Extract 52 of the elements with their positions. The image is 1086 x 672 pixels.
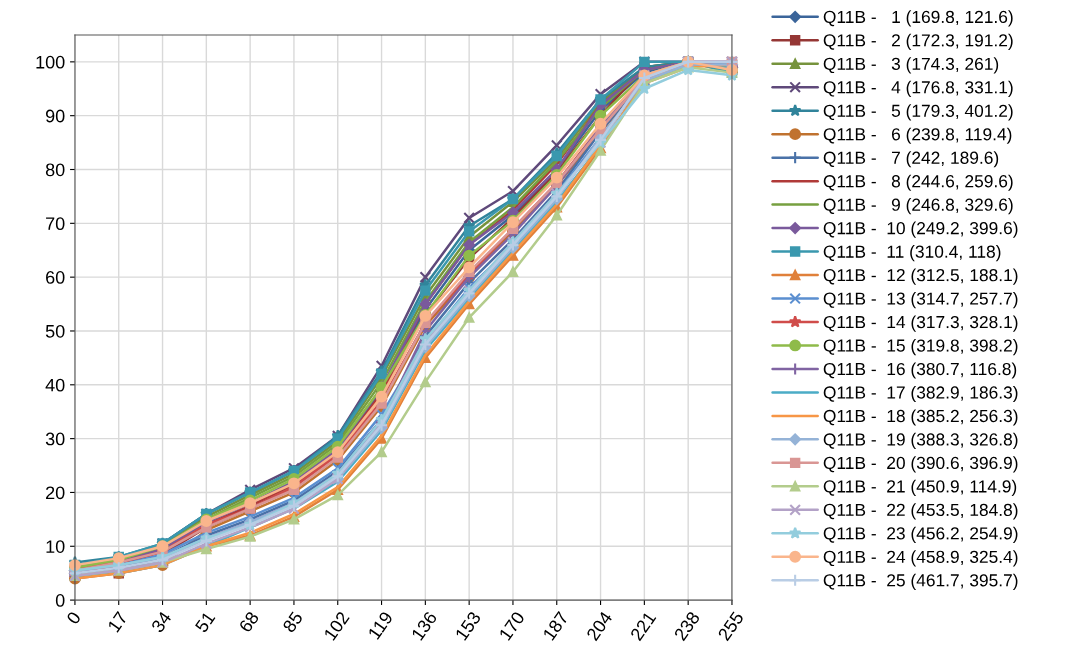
legend-label: Q11B - 18 (385.2, 256.3) xyxy=(823,409,1018,426)
legend-label: Q11B - 3 (174.3, 261) xyxy=(823,57,999,74)
legend-label: Q11B - 20 (390.6, 396.9) xyxy=(823,456,1018,473)
x-tick-label: 136 xyxy=(411,610,438,641)
legend-label: Q11B - 25 (461.7, 395.7) xyxy=(823,573,1018,590)
legend-label: Q11B - 7 (242, 189.6) xyxy=(823,151,999,168)
x-tick-label: 34 xyxy=(150,610,172,634)
x-tick-label: 85 xyxy=(282,610,304,634)
legend-label: Q11B - 11 (310.4, 118) xyxy=(823,245,1001,262)
x-tick-label: 68 xyxy=(238,610,260,634)
y-tick-label: 0 xyxy=(55,594,65,607)
x-tick-label: 170 xyxy=(498,610,526,641)
y-tick-label: 80 xyxy=(45,163,65,177)
legend-label: Q11B - 22 (453.5, 184.8) xyxy=(823,503,1018,520)
legend-label: Q11B - 9 (246.8, 329.6) xyxy=(823,198,1013,215)
legend-label: Q11B - 2 (172.3, 191.2) xyxy=(823,33,1013,50)
x-tick-label: 187 xyxy=(542,610,569,641)
legend-label: Q11B - 24 (458.9, 325.4) xyxy=(823,550,1018,567)
y-tick-label: 30 xyxy=(45,432,65,446)
y-tick-label: 20 xyxy=(46,486,65,500)
legend-label: Q11B - 6 (239.8, 119.4) xyxy=(823,127,1012,144)
y-tick-label: 10 xyxy=(46,540,65,553)
x-tick-label: 204 xyxy=(585,610,613,642)
legend-label: Q11B - 16 (380.7, 116.8) xyxy=(823,362,1017,379)
y-tick-label: 70 xyxy=(46,217,65,231)
x-tick-label: 255 xyxy=(717,610,745,642)
legend-label: Q11B - 17 (382.9, 186.3) xyxy=(823,385,1018,403)
x-tick-label: 17 xyxy=(107,610,128,633)
legend-label: Q11B - 12 (312.5, 188.1) xyxy=(823,268,1018,285)
legend-label: Q11B - 4 (176.8, 331.1) xyxy=(823,80,1013,97)
x-tick-label: 102 xyxy=(323,610,350,641)
legend-label: Q11B - 1 (169.8, 121.6) xyxy=(823,10,1013,27)
legend-label: Q11B - 10 (249.2, 399.6) xyxy=(823,221,1018,238)
x-tick-label: 153 xyxy=(454,610,482,641)
legend-label: Q11B - 14 (317.3, 328.1) xyxy=(823,315,1018,332)
x-tick-label: 119 xyxy=(367,610,394,640)
legend-label: Q11B - 19 (388.3, 326.8) xyxy=(823,432,1018,450)
y-tick-label: 90 xyxy=(45,109,65,123)
y-tick-label: 100 xyxy=(36,55,65,69)
legend-label: Q11B - 21 (450.9, 114.9) xyxy=(823,479,1017,496)
x-tick-label: 0 xyxy=(65,610,82,626)
legend-label: Q11B - 13 (314.7, 257.7) xyxy=(823,292,1018,309)
legend-label: Q11B - 8 (244.6, 259.6) xyxy=(823,174,1013,191)
x-tick-label: 221 xyxy=(629,610,657,642)
legend-label: Q11B - 15 (319.8, 398.2) xyxy=(823,338,1018,356)
x-tick-label: 51 xyxy=(194,610,216,634)
y-tick-label: 50 xyxy=(45,324,65,338)
y-tick-label: 40 xyxy=(45,378,65,392)
legend-label: Q11B - 5 (179.3, 401.2) xyxy=(823,104,1013,121)
legend-label: Q11B - 23 (456.2, 254.9) xyxy=(823,526,1018,543)
x-tick-label: 238 xyxy=(673,610,701,642)
y-tick-label: 60 xyxy=(46,271,65,284)
